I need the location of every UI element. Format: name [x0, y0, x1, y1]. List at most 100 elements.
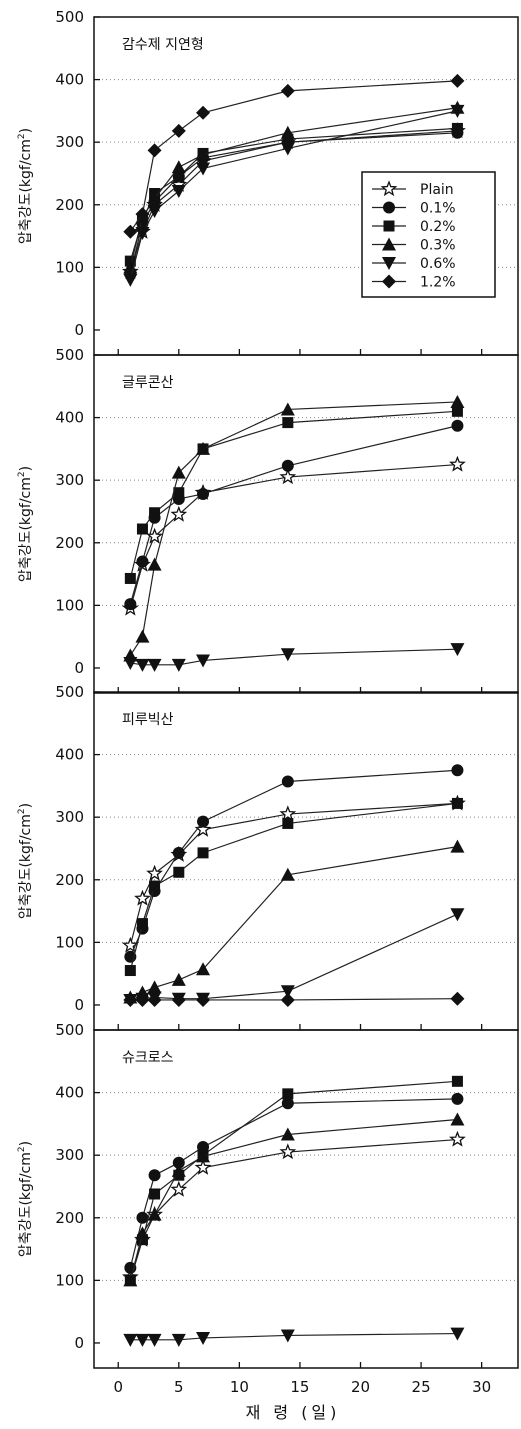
- data-point: [173, 487, 185, 499]
- legend: Plain 0.1% 0.2% 0.3% 0.6% 1.2%: [361, 171, 496, 298]
- y-tick-label: 0: [74, 659, 84, 677]
- legend-item: 0.3%: [372, 237, 456, 254]
- data-point: [450, 104, 465, 118]
- x-tick-label: 15: [290, 1378, 309, 1396]
- y-tick-label: 0: [74, 321, 84, 339]
- legend-box: [361, 171, 496, 298]
- data-point: [171, 160, 186, 174]
- data-point: [280, 648, 295, 662]
- data-point: [149, 880, 161, 892]
- legend-item: 0.1%: [372, 201, 456, 217]
- series-circle: [124, 764, 464, 963]
- data-point: [173, 866, 185, 878]
- data-point: [149, 1188, 161, 1200]
- data-point: [281, 775, 294, 788]
- panel-title: 피루빅산: [122, 712, 174, 728]
- data-point: [171, 123, 186, 138]
- legend-marker: [383, 220, 395, 232]
- data-point: [147, 980, 162, 994]
- legend-marker: [380, 180, 398, 197]
- data-point: [124, 572, 136, 584]
- data-point: [196, 441, 211, 455]
- series-triangle-up: [123, 1112, 465, 1287]
- data-point: [280, 992, 295, 1007]
- data-point: [123, 656, 138, 670]
- data-point: [124, 965, 136, 977]
- data-point: [196, 105, 211, 120]
- x-tick-label: 10: [230, 1378, 249, 1396]
- data-point: [196, 1149, 211, 1163]
- data-point: [450, 839, 465, 853]
- data-point: [172, 1156, 185, 1169]
- data-point: [197, 847, 209, 859]
- data-point: [196, 992, 211, 1007]
- x-tick-label: 30: [472, 1378, 491, 1396]
- legend-marker: [382, 257, 396, 270]
- data-point: [449, 1130, 466, 1147]
- data-point: [136, 1234, 148, 1246]
- y-tick-label: 200: [55, 534, 84, 552]
- x-tick-label: 25: [412, 1378, 431, 1396]
- y-tick-label: 300: [55, 133, 84, 151]
- legend-item: 1.2%: [372, 274, 456, 291]
- legend-marker: [382, 237, 396, 251]
- data-point: [121, 936, 139, 953]
- data-point: [135, 207, 150, 222]
- x-axis-label: 재 령 (일): [246, 1403, 341, 1422]
- y-tick-label: 300: [55, 1146, 84, 1164]
- series-line: [129, 769, 458, 958]
- data-point: [450, 643, 465, 657]
- data-point: [450, 73, 465, 88]
- data-point: [170, 505, 188, 522]
- data-point: [280, 867, 295, 881]
- data-point: [451, 797, 463, 809]
- y-axis-label: 압축강도(kgf/cm2): [17, 803, 34, 919]
- data-point: [282, 417, 294, 429]
- data-point: [136, 918, 148, 930]
- data-point: [280, 402, 295, 416]
- series-line: [130, 913, 458, 1001]
- y-tick-label: 500: [55, 346, 84, 364]
- legend-item: 0.2%: [372, 219, 456, 235]
- y-tick-label: 200: [55, 871, 84, 889]
- data-point: [281, 459, 294, 472]
- data-point: [280, 1127, 295, 1141]
- data-point: [147, 1207, 162, 1221]
- legend-label: 0.6%: [420, 256, 456, 272]
- y-axis-label: 압축강도(kgf/cm2): [17, 128, 34, 244]
- panel-frame: [93, 691, 519, 1031]
- data-point: [149, 507, 161, 519]
- data-point: [171, 972, 186, 986]
- data-point: [279, 1143, 297, 1160]
- data-point: [171, 1163, 186, 1177]
- y-tick-label: 100: [55, 1271, 84, 1289]
- y-tick-label: 500: [55, 683, 84, 701]
- data-point: [282, 133, 294, 145]
- data-point: [450, 1327, 465, 1341]
- legend-item: 0.6%: [372, 256, 456, 272]
- data-point: [123, 260, 138, 274]
- panel-frame: [93, 1029, 519, 1369]
- data-point: [280, 83, 295, 98]
- y-tick-label: 100: [55, 933, 84, 951]
- data-point: [451, 1075, 463, 1087]
- data-point: [123, 1333, 138, 1347]
- data-point: [450, 394, 465, 408]
- data-point: [451, 122, 463, 134]
- panel-title: 슈크로스: [122, 1050, 174, 1066]
- data-point: [147, 143, 162, 158]
- data-point: [279, 805, 297, 822]
- data-point: [196, 962, 211, 976]
- data-point: [196, 162, 211, 176]
- data-point: [450, 1112, 465, 1126]
- data-point: [136, 1211, 149, 1224]
- series-square: [124, 1075, 463, 1286]
- data-point: [135, 1226, 150, 1240]
- data-point: [172, 846, 185, 859]
- data-point: [449, 455, 466, 472]
- data-point: [450, 991, 465, 1006]
- series-diamond: [123, 991, 465, 1007]
- data-point: [134, 889, 151, 906]
